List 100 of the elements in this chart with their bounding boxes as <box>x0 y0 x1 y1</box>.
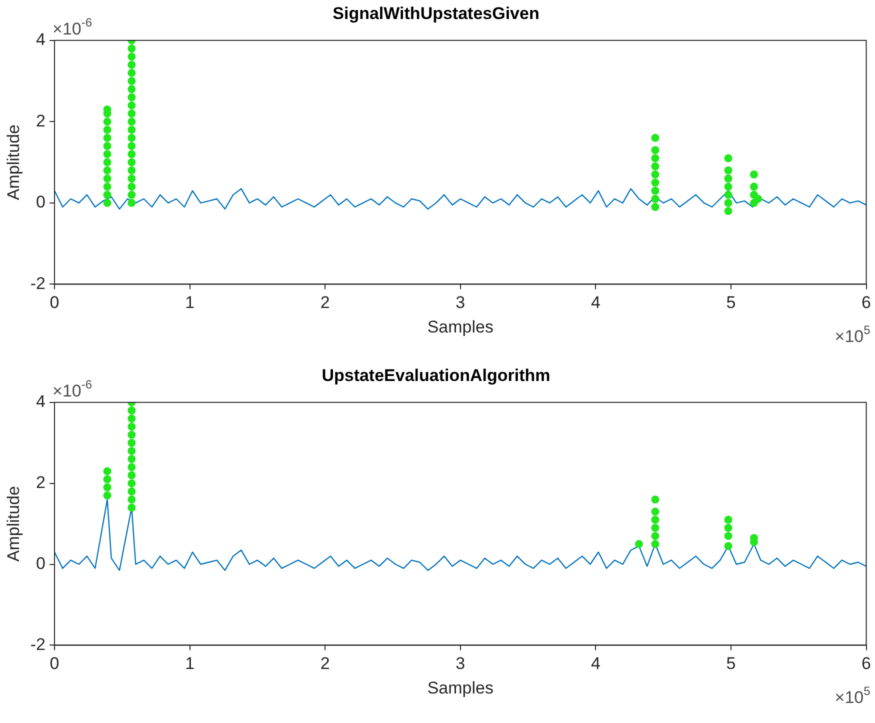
point <box>128 487 136 496</box>
y-tick-label: 2 <box>36 111 46 130</box>
point <box>103 166 112 174</box>
point <box>651 524 660 532</box>
x-tick-label: 6 <box>862 654 872 674</box>
point <box>724 154 732 162</box>
point <box>103 174 112 183</box>
point <box>128 142 136 150</box>
y-axis-title: Amplitude <box>4 124 23 200</box>
point <box>103 158 112 166</box>
point <box>651 194 660 203</box>
point <box>103 150 112 158</box>
point <box>128 198 136 207</box>
y-tick-label: -2 <box>30 634 46 654</box>
point <box>651 540 660 548</box>
point <box>128 166 136 174</box>
y-tick-label: 0 <box>36 554 46 573</box>
point <box>128 479 136 488</box>
x-tick-label: 0 <box>50 654 60 674</box>
point <box>750 170 758 178</box>
point <box>651 178 660 187</box>
y-tick-label: 0 <box>36 192 46 212</box>
point <box>128 504 136 512</box>
x-tick-label: 6 <box>862 293 872 312</box>
point <box>128 430 136 439</box>
point <box>103 126 112 134</box>
point <box>128 52 136 61</box>
point <box>128 446 136 455</box>
point <box>128 463 136 472</box>
point <box>128 85 136 94</box>
point <box>724 207 732 216</box>
point <box>651 532 660 540</box>
point <box>128 414 136 423</box>
point <box>103 134 112 142</box>
point <box>128 406 136 414</box>
y-tick-label: 4 <box>36 392 46 412</box>
point <box>103 198 112 207</box>
point <box>128 158 136 166</box>
x-tick-label: 0 <box>50 293 60 312</box>
x-tick-label: 5 <box>726 654 736 674</box>
point <box>651 162 660 170</box>
point <box>651 496 660 504</box>
point <box>724 174 732 183</box>
point <box>128 455 136 464</box>
point <box>103 491 112 500</box>
chart-title: UpstateEvaluationAlgorithm <box>322 366 550 385</box>
point <box>724 516 732 524</box>
x-axis-title: Samples <box>427 317 494 336</box>
point <box>724 542 732 550</box>
point <box>128 438 136 447</box>
point <box>128 60 136 69</box>
y-tick-label: 4 <box>36 30 46 50</box>
point <box>128 190 136 199</box>
point <box>128 496 136 504</box>
point <box>651 508 660 516</box>
x-tick-label: 3 <box>456 654 466 674</box>
point <box>634 540 643 548</box>
point <box>103 190 112 199</box>
point <box>103 467 112 476</box>
point <box>651 146 660 154</box>
point <box>750 182 758 191</box>
point <box>724 166 732 174</box>
chart-title: SignalWithUpstatesGiven <box>332 4 540 23</box>
x-tick-label: 4 <box>590 293 600 312</box>
x-tick-label: 1 <box>185 293 195 312</box>
point <box>724 182 732 191</box>
point <box>651 170 660 178</box>
point <box>128 182 136 191</box>
x-tick-label: 2 <box>320 654 330 674</box>
x-tick-label: 1 <box>185 654 195 674</box>
point <box>651 516 660 524</box>
point <box>128 77 136 86</box>
point <box>128 44 136 53</box>
point <box>128 118 136 126</box>
y-tick-label: 2 <box>36 473 46 492</box>
point <box>128 68 136 77</box>
point <box>128 422 136 431</box>
point <box>724 524 732 532</box>
point <box>128 150 136 158</box>
point <box>103 182 112 191</box>
point <box>103 118 112 126</box>
point <box>128 134 136 142</box>
point <box>128 101 136 110</box>
x-tick-label: 4 <box>590 654 600 674</box>
y-tick-label: -2 <box>30 274 46 293</box>
x-tick-label: 5 <box>726 293 736 312</box>
point <box>724 198 732 207</box>
point <box>103 475 112 484</box>
point <box>754 194 762 203</box>
x-tick-label: 2 <box>320 293 330 312</box>
point <box>651 134 660 142</box>
point <box>651 154 660 162</box>
point <box>651 186 660 195</box>
point <box>128 93 136 102</box>
point <box>128 174 136 183</box>
point <box>724 190 732 199</box>
point <box>724 532 732 540</box>
x-axis-title: Samples <box>427 678 494 698</box>
point <box>128 126 136 134</box>
point <box>103 483 112 492</box>
